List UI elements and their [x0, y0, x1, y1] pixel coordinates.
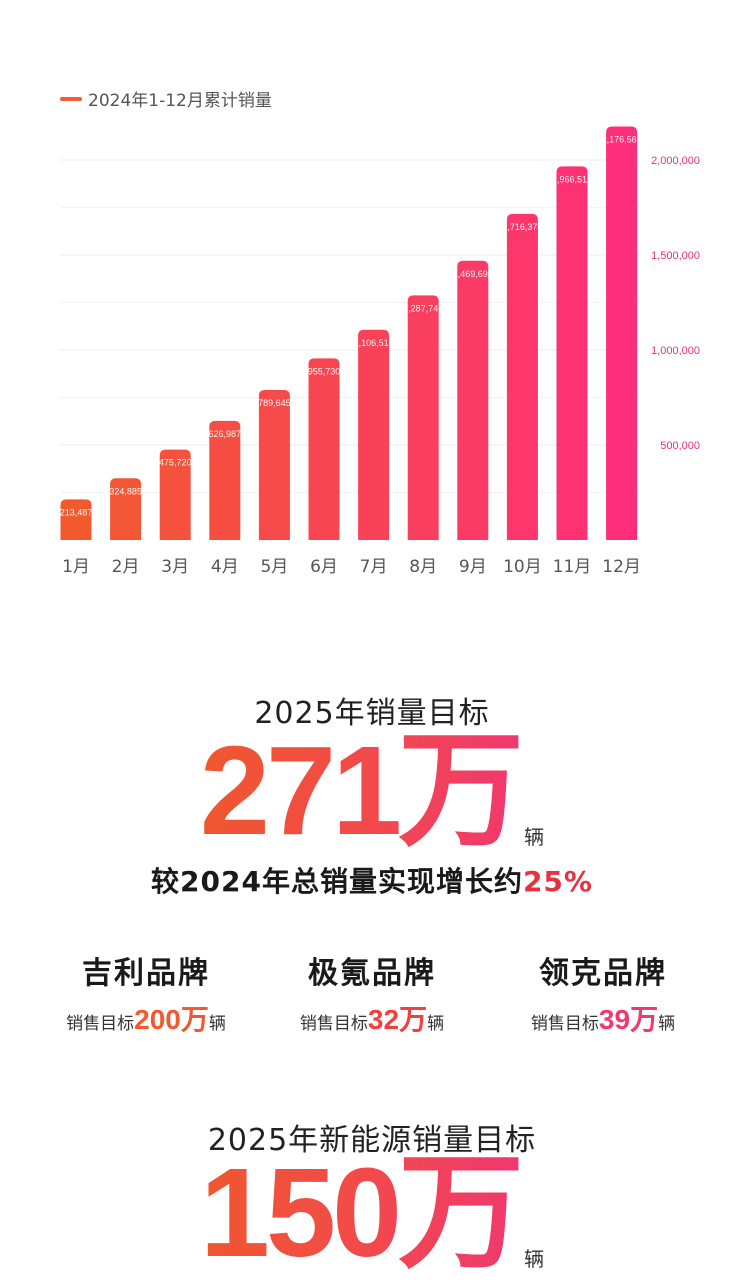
bar-6月: [308, 358, 340, 540]
brand-target: 销售目标32万辆: [299, 1004, 445, 1035]
bar-value-label: 475,720: [159, 458, 192, 468]
growth-text: 较2024年总销量实现增长约25%: [151, 865, 593, 898]
bar-12月: [606, 126, 638, 540]
y-tick-label: 1,000,000: [651, 345, 700, 357]
target-number-section: 271万 辆: [0, 728, 744, 854]
brand-name: 吉利品牌: [82, 956, 210, 991]
x-tick-label: 5月: [260, 557, 288, 577]
brand-target-value: 200万: [134, 1004, 209, 1035]
bar-value-label: 1,966,512: [552, 174, 592, 184]
bar-value-label: 324,885: [109, 486, 142, 496]
cumulative-sales-chart: 213,487 324,885 475,720 626,987 789,645 955,7…: [60, 126, 700, 577]
brand-zeekr: 极氪品牌 销售目标32万辆: [252, 948, 492, 1038]
x-tick-label: 7月: [360, 557, 388, 577]
nev-unit: 辆: [524, 1247, 545, 1271]
x-tick-label: 9月: [459, 557, 487, 577]
brand-target-value: 39万: [598, 1004, 659, 1035]
bar-9月: [457, 260, 489, 540]
brand-name: 极氪品牌: [308, 956, 436, 991]
nev-number: 150万: [199, 1142, 524, 1283]
bar-10月: [506, 213, 538, 541]
y-tick-label: 1,500,000: [651, 250, 700, 262]
x-tick-label: 2月: [112, 557, 140, 577]
bar-1月: [60, 499, 92, 540]
bar-value-label: 1,287,741: [403, 303, 443, 313]
bar-7月: [358, 329, 390, 540]
y-tick-label: 500,000: [660, 440, 700, 452]
growth-section: 较2024年总销量实现增长约25%: [0, 860, 744, 900]
nev-number-section: 150万 辆: [0, 1150, 744, 1276]
x-tick-label: 8月: [409, 557, 437, 577]
brand-name: 领克品牌: [539, 956, 667, 991]
brand-geely: 吉利品牌 销售目标200万辆: [26, 948, 266, 1038]
x-tick-label: 12月: [602, 557, 641, 577]
brand-target: 销售目标200万辆: [66, 1004, 226, 1035]
bar-value-label: 1,106,512: [354, 338, 394, 348]
bar-4月: [209, 420, 241, 540]
bar-value-label: 1,469,690: [453, 269, 493, 279]
target-title-section: 2025年销量目标: [0, 688, 744, 732]
bar-5月: [258, 389, 290, 540]
brand-target: 销售目标39万辆: [530, 1004, 676, 1035]
nev-title-section: 2025年新能源销量目标: [0, 1115, 744, 1159]
bar-3月: [159, 449, 191, 540]
x-tick-label: 4月: [211, 557, 239, 577]
bar-value-label: 789,645: [258, 398, 291, 408]
growth-prefix: 较2024年总销量实现增长约: [151, 865, 523, 898]
y-tick-label: 2,000,000: [651, 155, 700, 167]
chart-legend: 2024年1-12月累计销量: [60, 86, 272, 111]
bar-2月: [110, 478, 142, 540]
bar-value-label: 626,987: [209, 429, 242, 439]
nev-title: 2025年新能源销量目标: [207, 1123, 537, 1158]
brand-lynkco: 领克品牌 销售目标39万辆: [483, 948, 723, 1038]
legend-swatch: [60, 96, 82, 101]
bar-11月: [556, 166, 588, 540]
bar-value-label: 955,730: [308, 366, 341, 376]
x-tick-label: 1月: [62, 557, 90, 577]
growth-percent: 25%: [522, 865, 593, 898]
brand-target-value: 32万: [367, 1004, 428, 1035]
target-title: 2025年销量目标: [254, 696, 490, 731]
bar-value-label: 1,716,376: [502, 222, 542, 232]
target-number: 271万: [199, 720, 524, 861]
x-tick-label: 6月: [310, 557, 338, 577]
legend-label: 2024年1-12月累计销量: [88, 91, 272, 111]
x-tick-label: 3月: [161, 557, 189, 577]
bar-value-label: 2,176,567: [602, 134, 642, 144]
target-unit: 辆: [524, 825, 545, 849]
x-tick-label: 10月: [503, 557, 542, 577]
bar-8月: [407, 295, 439, 540]
x-tick-label: 11月: [553, 557, 592, 577]
bar-value-label: 213,487: [60, 507, 93, 517]
